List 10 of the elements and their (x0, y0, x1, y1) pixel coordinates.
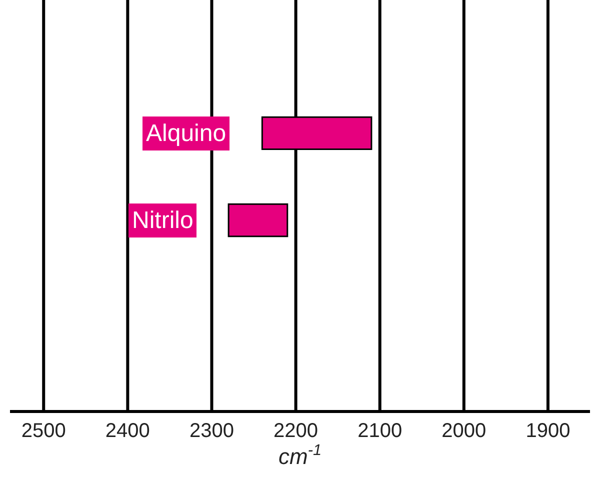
x-tick-label: 2400 (105, 420, 150, 442)
x-tick-label: 2000 (442, 420, 486, 442)
x-tick-label: 2500 (21, 420, 66, 442)
x-tick-label: 2200 (274, 420, 318, 442)
x-tick-label: 2300 (189, 420, 234, 442)
x-tick-label: 2100 (358, 420, 402, 442)
x-tick-label: 1900 (526, 420, 570, 442)
y-tick-label: Nitrilo (132, 207, 194, 234)
y-tick-label: Alquino (146, 120, 226, 147)
x-axis-title: cm$^{-1}$ (278, 442, 322, 470)
